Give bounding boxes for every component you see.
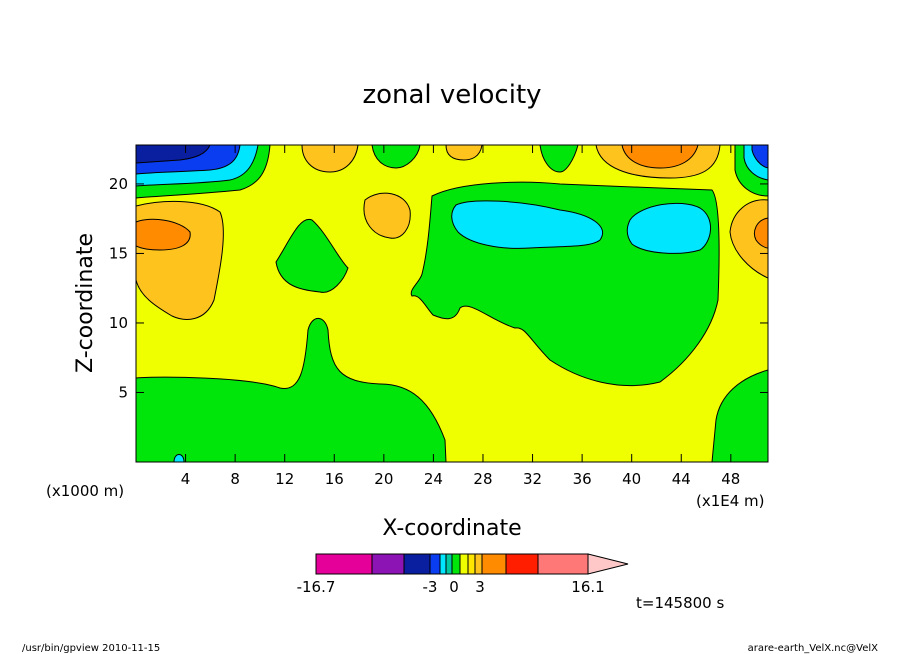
- y-tick-label: 5: [118, 383, 128, 401]
- colorbar-swatch: [445, 553, 453, 575]
- colorbar-swatch: [467, 553, 476, 575]
- time-label: t=145800 s: [636, 594, 724, 612]
- chart-title: zonal velocity: [362, 80, 541, 110]
- contour-fill-darkorange-top3: [621, 145, 699, 169]
- contour-fill-green-bottom: [136, 317, 447, 462]
- colorbar-swatch: [315, 553, 373, 575]
- x-unit-label: (x1E4 m): [696, 492, 765, 510]
- colorbar-swatch: [439, 553, 447, 575]
- x-tick-label: 36: [573, 470, 592, 488]
- colorbar: [315, 553, 629, 575]
- contour-fill-green-top2: [539, 145, 579, 173]
- plot-frame: [135, 144, 769, 463]
- colorbar-swatch: [459, 553, 469, 575]
- footer-right: arare-earth_VelX.nc@VelX: [748, 643, 879, 654]
- contour-fill-darkorange-right: [754, 217, 768, 249]
- colorbar-swatch: [505, 553, 539, 575]
- colorbar-max-arrow: [587, 553, 629, 575]
- colorbar-swatch: [451, 553, 461, 575]
- contour-fill-darkorange-left: [136, 218, 191, 251]
- y-tick-label: 10: [109, 314, 128, 332]
- colorbar-swatch: [403, 553, 431, 575]
- x-tick-label: 48: [721, 470, 740, 488]
- contour-fill-navy-topleft: [136, 145, 211, 164]
- colorbar-label: 3: [475, 578, 485, 596]
- contour-fill-orange-top2: [445, 145, 483, 161]
- colorbar-swatch: [429, 553, 441, 575]
- contour-fill-orange-right: [729, 199, 768, 279]
- x-tick-label: 40: [622, 470, 641, 488]
- contour-fill-orange-mid: [363, 192, 411, 239]
- colorbar-labels: -16.7 -3 0 3 16.1: [297, 578, 605, 596]
- contour-fill-cyan-jet-right: [626, 202, 711, 254]
- colorbar-label: -3: [423, 578, 438, 596]
- colorbar-swatch: [474, 553, 483, 575]
- x-tick-label: 16: [325, 470, 344, 488]
- colorbar-swatch: [537, 553, 589, 575]
- x-tick-label: 20: [374, 470, 393, 488]
- colorbar-swatch: [481, 553, 507, 575]
- colorbar-label: -16.7: [297, 578, 336, 596]
- colorbar-label: 16.1: [571, 578, 604, 596]
- x-tick-label: 12: [275, 470, 294, 488]
- y-tick-label: 20: [109, 175, 128, 193]
- x-tick-label: 24: [424, 470, 443, 488]
- x-tick-label: 8: [230, 470, 240, 488]
- colorbar-swatch: [371, 553, 405, 575]
- contour-fill-green-blob: [275, 218, 349, 293]
- x-axis-title: X-coordinate: [382, 516, 521, 541]
- y-unit-label: (x1000 m): [46, 482, 124, 500]
- footer-left: /usr/bin/gpview 2010-11-15: [22, 643, 160, 654]
- x-tick-label: 4: [181, 470, 191, 488]
- x-tick-label: 32: [523, 470, 542, 488]
- y-axis-title: Z-coordinate: [73, 233, 98, 373]
- plot-area: [135, 144, 769, 463]
- y-tick-label: 15: [109, 244, 128, 262]
- contour-fill-cyan-jet-left: [451, 200, 603, 249]
- x-tick-label: 28: [473, 470, 492, 488]
- x-tick-label: 44: [672, 470, 691, 488]
- colorbar-label: 0: [449, 578, 459, 596]
- contour-fill-orange-top1: [301, 145, 359, 173]
